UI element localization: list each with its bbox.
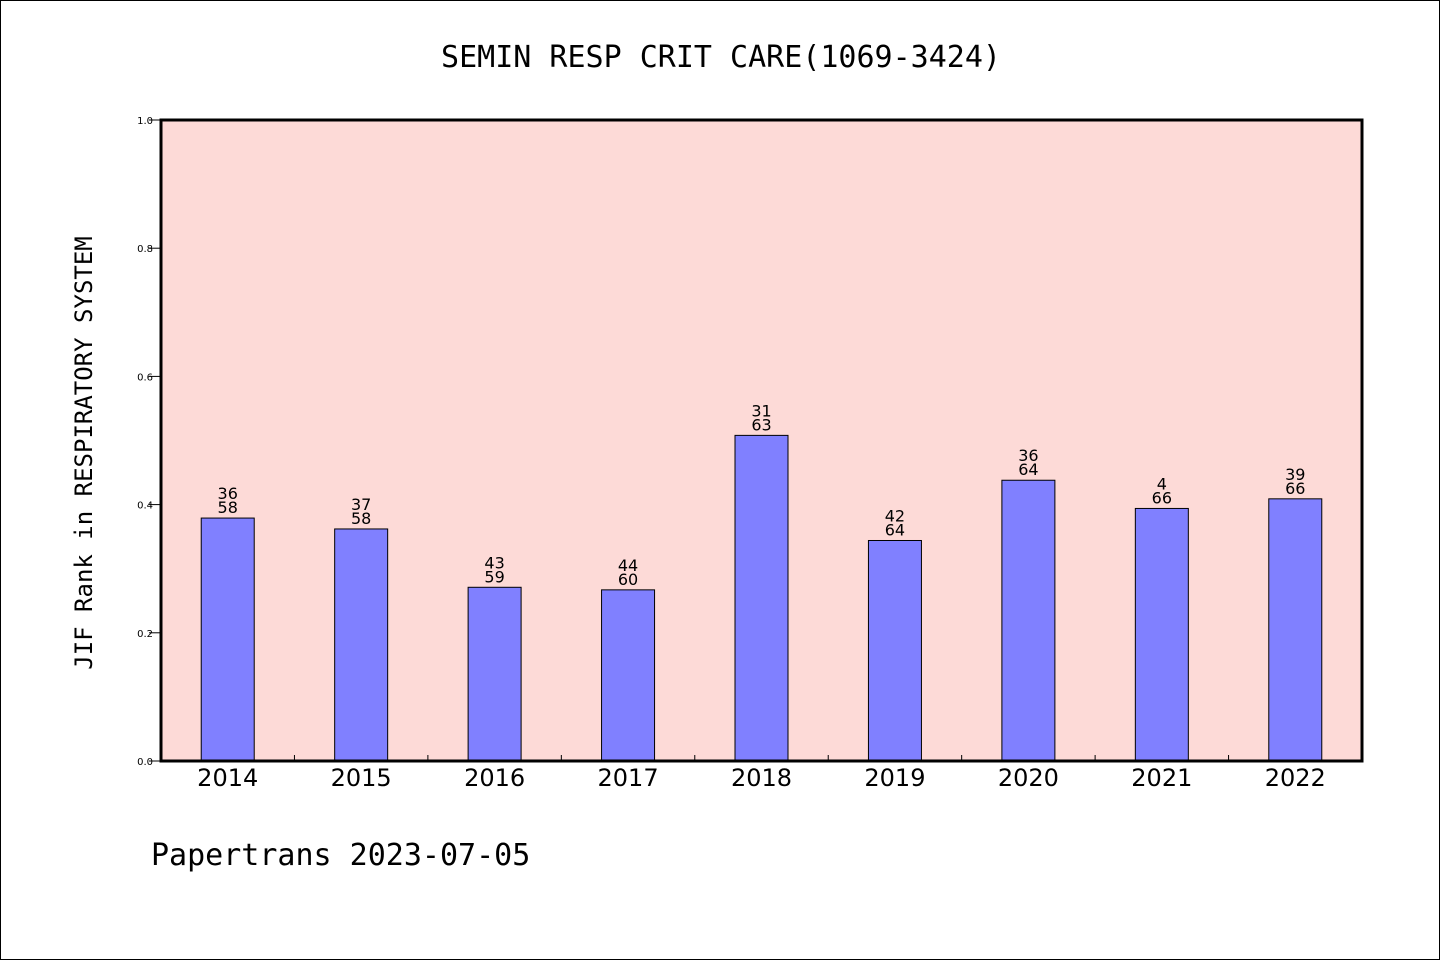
x-tick-label: 2017 xyxy=(598,764,659,792)
y-axis-label: JIF Rank in RESPIRATORY SYSTEM xyxy=(70,236,98,669)
bar xyxy=(1001,479,1056,762)
x-tick-label: 2020 xyxy=(998,764,1059,792)
bar xyxy=(734,434,789,762)
x-tick-label: 2015 xyxy=(331,764,392,792)
bar-label-bottom: 58 xyxy=(351,509,371,528)
y-axis: 0.0 0.2 0.4 0.6 0.8 1.0 xyxy=(137,116,161,768)
bar xyxy=(200,517,255,762)
x-tick-label: 2019 xyxy=(864,764,925,792)
bar-label-top: 31 xyxy=(751,401,771,420)
bar-label-bottom: 59 xyxy=(484,567,504,586)
bar-label-top: 36 xyxy=(218,484,238,503)
bar xyxy=(334,528,389,762)
bar-label-top: 4 xyxy=(1157,474,1167,493)
bar-label-top: 44 xyxy=(618,556,638,575)
bar-label-top: 37 xyxy=(351,495,371,514)
bar-label-bottom: 63 xyxy=(751,415,771,434)
x-tick-label: 2018 xyxy=(731,764,792,792)
bar xyxy=(467,586,522,762)
bar-label-bottom: 66 xyxy=(1152,488,1172,507)
chart-title: SEMIN RESP CRIT CARE(1069-3424) xyxy=(441,40,1001,75)
bar-label-top: 42 xyxy=(885,506,905,525)
bar-label-bottom: 60 xyxy=(618,570,638,589)
bar-label-top: 36 xyxy=(1018,446,1038,465)
y-tick-label: 0.4 xyxy=(137,501,153,512)
bar-label-bottom: 58 xyxy=(218,498,238,517)
plot-border xyxy=(159,118,1364,763)
x-tick-label: 2021 xyxy=(1131,764,1192,792)
footer-text: Papertrans 2023-07-05 xyxy=(151,838,530,873)
x-tick-label: 2016 xyxy=(464,764,525,792)
x-tick-label: 2014 xyxy=(197,764,258,792)
y-tick-label: 0.8 xyxy=(137,244,153,255)
bar-label-bottom: 64 xyxy=(1018,460,1038,479)
bar xyxy=(601,589,656,762)
y-tick-label: 0.2 xyxy=(137,629,153,640)
x-tick-label: 2022 xyxy=(1265,764,1326,792)
x-axis: 2014 2015 2016 2017 2018 2019 2020 2021 2022 xyxy=(197,755,1326,792)
bar xyxy=(1268,498,1323,762)
bar-label-top: 39 xyxy=(1285,465,1305,484)
bar-label-bottom: 66 xyxy=(1285,479,1305,498)
bar xyxy=(1134,507,1189,762)
y-tick-label: 1.0 xyxy=(137,116,153,127)
bar-label-top: 43 xyxy=(484,553,504,572)
bar-label-bottom: 64 xyxy=(885,520,905,539)
y-tick-label: 0.6 xyxy=(137,372,153,383)
bar xyxy=(867,539,922,762)
y-tick-label: 0.0 xyxy=(137,757,153,768)
